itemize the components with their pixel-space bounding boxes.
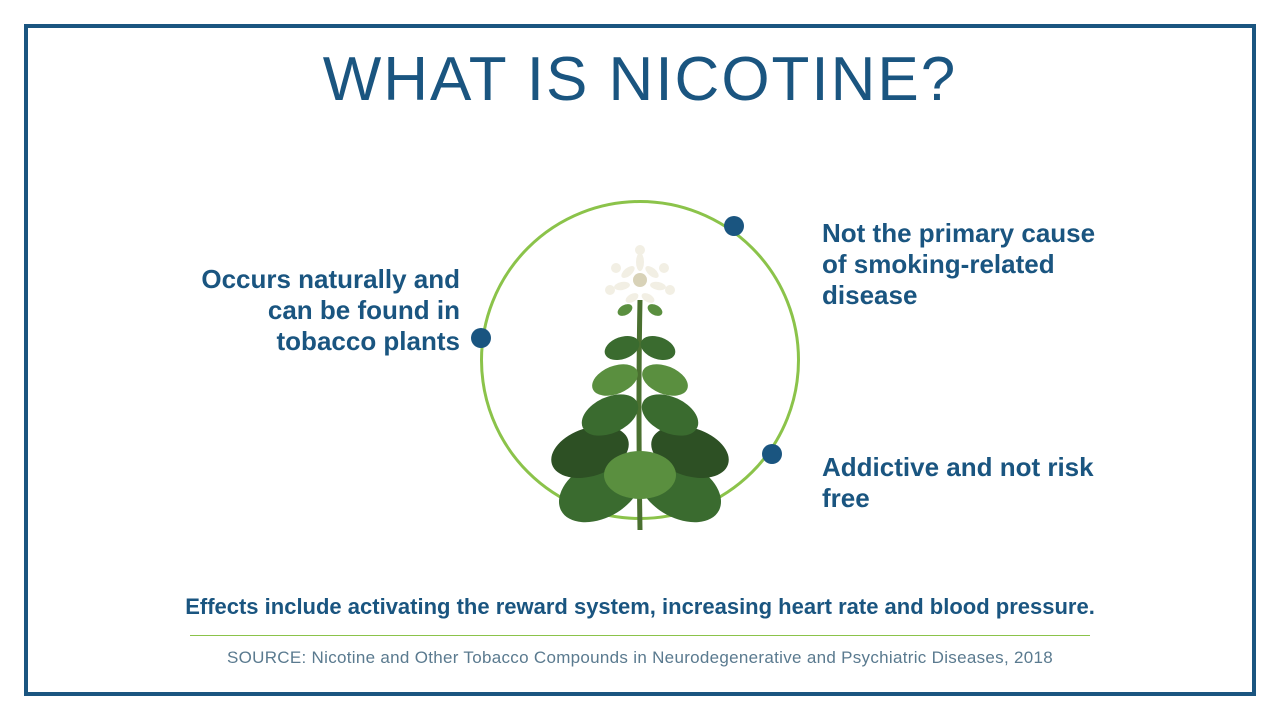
callout-dot-topright bbox=[724, 216, 744, 236]
source-text: SOURCE: Nicotine and Other Tobacco Compo… bbox=[0, 648, 1280, 668]
callout-bottomright: Addictive and not risk free bbox=[822, 452, 1122, 514]
callout-dot-left bbox=[471, 328, 491, 348]
page-title: WHAT IS NICOTINE? bbox=[0, 44, 1280, 115]
callout-dot-bottomright bbox=[762, 444, 782, 464]
divider-line bbox=[190, 635, 1090, 636]
callout-left: Occurs naturally and can be found in tob… bbox=[180, 264, 460, 358]
tobacco-plant-icon bbox=[540, 220, 740, 540]
center-diagram bbox=[480, 200, 800, 520]
callout-topright: Not the primary cause of smoking-related… bbox=[822, 218, 1122, 312]
effects-text: Effects include activating the reward sy… bbox=[130, 594, 1150, 620]
